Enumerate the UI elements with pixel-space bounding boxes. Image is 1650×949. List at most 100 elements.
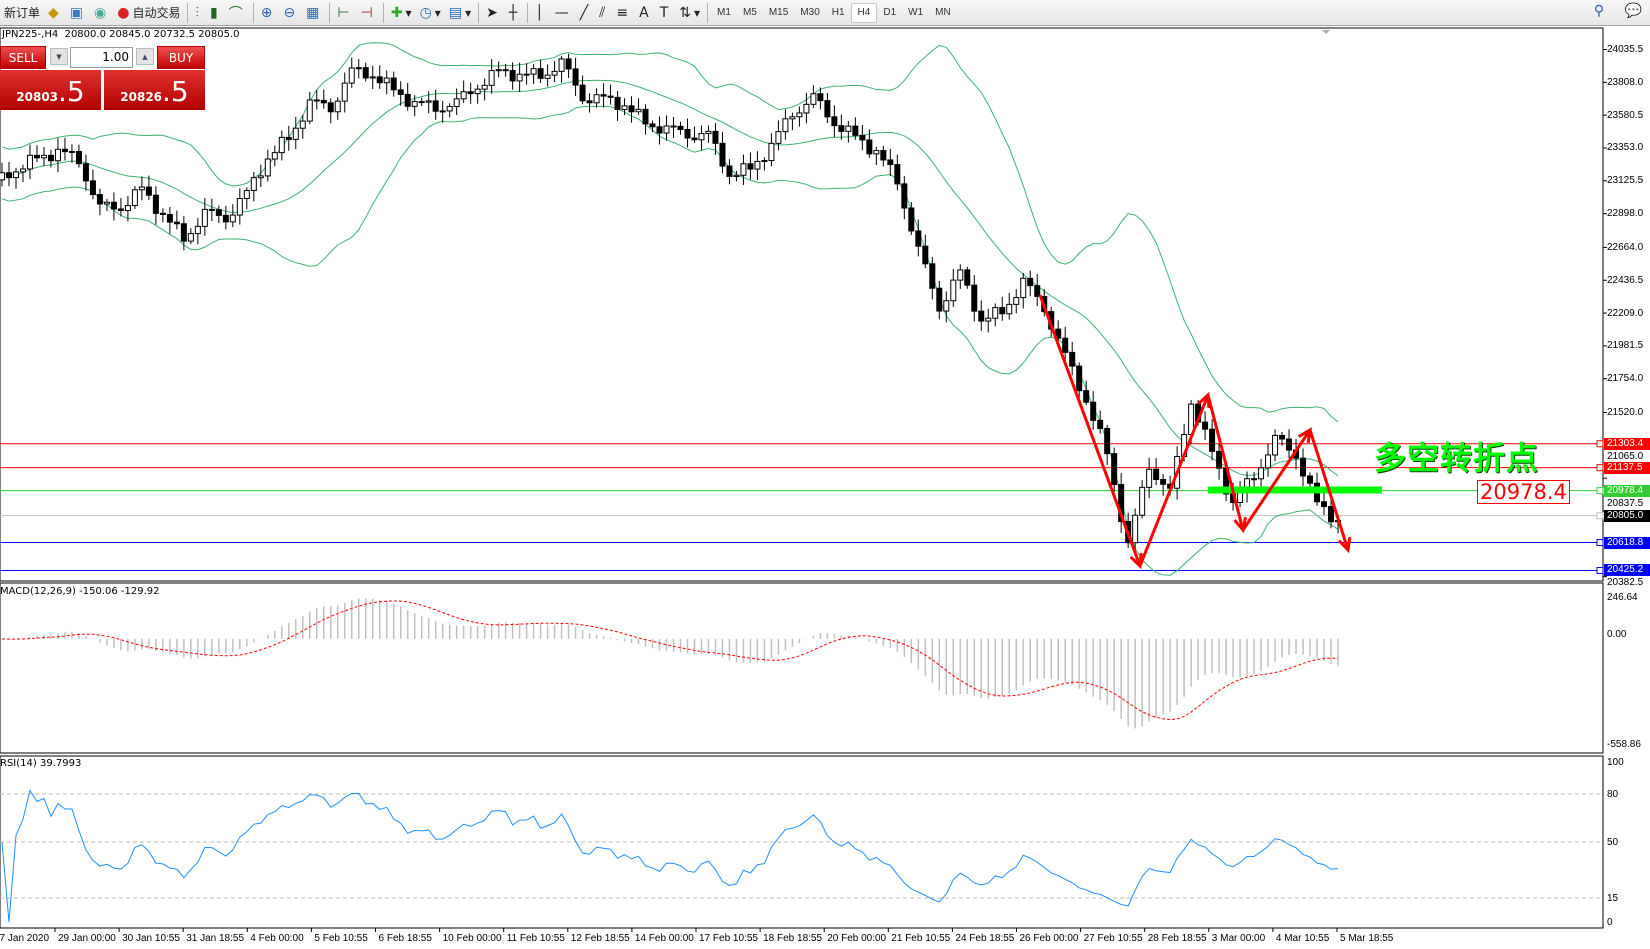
timeframe-m30[interactable]: M30 (800, 7, 820, 18)
candle-body (705, 130, 712, 135)
candle-body (173, 221, 180, 225)
time-label: 27 Jan 2020 (0, 933, 50, 944)
candle-body (467, 91, 474, 95)
candle-body (663, 125, 670, 134)
candle-body (999, 307, 1006, 315)
candle-body (481, 84, 488, 90)
text-button[interactable]: A (635, 2, 656, 24)
crosshair-button[interactable]: ┼ (505, 2, 524, 24)
indicators-button[interactable]: ✚ ▾ (390, 4, 412, 21)
candle-body (957, 269, 964, 281)
candle-body (656, 126, 663, 134)
timeframe-h1[interactable]: H1 (831, 7, 845, 18)
lot-size-input[interactable]: 1.00 (70, 47, 133, 68)
time-label: 5 Mar 18:55 (1340, 933, 1394, 944)
tile-windows-button[interactable]: ▦ (302, 2, 326, 24)
candle-body (404, 93, 411, 107)
candle-body (1237, 492, 1244, 504)
trendline-button[interactable]: ╱ (576, 2, 595, 24)
candle-body (229, 214, 236, 223)
new-order-button[interactable]: 新订单 (0, 2, 44, 24)
candle-body (852, 125, 859, 136)
timeframe-m15[interactable]: M15 (768, 7, 789, 18)
templates-button[interactable]: ▤ ▾ (448, 4, 472, 21)
arrows-button[interactable]: ⇅ ▾ (679, 4, 701, 21)
candle-body (1307, 475, 1314, 484)
text-label-button[interactable]: T (656, 2, 676, 24)
buy-button[interactable]: BUY (157, 46, 205, 69)
price-line-label[interactable]: 20805.0 (1604, 509, 1650, 522)
candle-body (614, 96, 621, 110)
timeframe-mn[interactable]: MN (935, 7, 951, 18)
timeframe-h4[interactable]: H4 (850, 2, 878, 23)
chart-shift-button[interactable]: ⊣ (357, 2, 380, 24)
candle-body (1027, 277, 1034, 287)
zoom-in-button[interactable]: ⊕ (257, 2, 280, 24)
time-label: 3 Mar 00:00 (1211, 933, 1266, 944)
price-line-label[interactable]: 20425.2 (1604, 564, 1650, 577)
time-label: 5 Feb 10:55 (314, 933, 368, 944)
horizontal-line-button[interactable]: — (551, 2, 576, 24)
navigator-button[interactable]: ▣ (66, 2, 90, 24)
chat-icon[interactable]: 💬 (1624, 3, 1642, 19)
price-line-label[interactable]: 20618.8 (1604, 536, 1650, 549)
annotation-price-box: 20978.4 (1477, 480, 1570, 504)
price-tick-label: 23808.0 (1607, 76, 1644, 88)
line-chart-button[interactable]: ⌒ (225, 2, 250, 24)
timeframe-m5[interactable]: M5 (742, 7, 757, 18)
candle-body (33, 154, 40, 159)
equidistant-channel-icon: ⫽ (599, 4, 606, 21)
bar-chart-button[interactable]: ⫶ (191, 2, 206, 24)
fibonacci-button[interactable]: ≡ (612, 2, 635, 24)
signals-button[interactable]: ◉ (90, 2, 113, 24)
candle-body (1111, 453, 1118, 486)
candle-body (516, 73, 523, 82)
candlestick-button[interactable]: ▮ (206, 2, 225, 24)
candle-body (355, 67, 362, 70)
cursor-button[interactable]: ➤ (482, 2, 505, 24)
price-line-label[interactable]: 21303.4 (1604, 437, 1650, 450)
zoom-out-button[interactable]: ⊖ (279, 2, 302, 24)
auto-trading-button[interactable]: ● 自动交易 (113, 2, 184, 24)
timeframe-w1[interactable]: W1 (908, 7, 924, 18)
candle-body (971, 284, 978, 312)
bb-lower-line (1, 105, 1339, 576)
market-watch-button[interactable]: ◆ (44, 2, 66, 24)
buy-price-button[interactable]: 20826.5 (104, 70, 205, 110)
timeframe-m1[interactable]: M1 (717, 7, 731, 18)
candle-body (1090, 401, 1097, 421)
bb-upper-line (1, 42, 1339, 423)
sell-button[interactable]: SELL (0, 46, 46, 69)
candle-body (124, 205, 131, 211)
candle-body (628, 105, 635, 113)
equidistant-channel-button[interactable]: ⫽ (595, 2, 612, 24)
candle-body (320, 99, 327, 104)
one-click-trading-panel: SELL ▼ 1.00 ▲ BUY 20803.5 20826.5 (0, 46, 206, 110)
time-label: 24 Feb 18:55 (955, 933, 1015, 944)
candle-body (0, 172, 5, 181)
periods-button[interactable]: ◷ ▾ (419, 4, 441, 21)
autoscroll-button[interactable]: ⊢ (333, 2, 356, 24)
candle-body (1083, 390, 1090, 403)
vertical-line-button[interactable]: │ (531, 2, 550, 24)
price-tick-label: 22664.0 (1607, 241, 1644, 253)
search-icon[interactable]: ⚲ (1593, 3, 1605, 19)
lot-decrease-button[interactable]: ▼ (50, 48, 68, 65)
rsi-axis-label: 50 (1607, 836, 1619, 848)
candle-body (208, 208, 215, 211)
candle-body (271, 152, 278, 160)
candle-body (775, 131, 782, 144)
vertical-line-icon: │ (535, 4, 544, 21)
sell-price-button[interactable]: 20803.5 (0, 70, 101, 110)
candle-body (278, 136, 285, 154)
price-tick-label: 20837.5 (1607, 498, 1644, 510)
timeframe-d1[interactable]: D1 (883, 7, 897, 18)
price-line-label[interactable]: 20978.4 (1604, 484, 1650, 497)
lot-increase-button[interactable]: ▲ (136, 48, 154, 65)
price-tick-label: 23580.5 (1607, 109, 1644, 121)
price-line-label[interactable]: 21137.5 (1604, 461, 1650, 474)
chart-shift-marker (1322, 30, 1330, 34)
candle-body (579, 84, 586, 102)
candle-body (68, 150, 75, 153)
